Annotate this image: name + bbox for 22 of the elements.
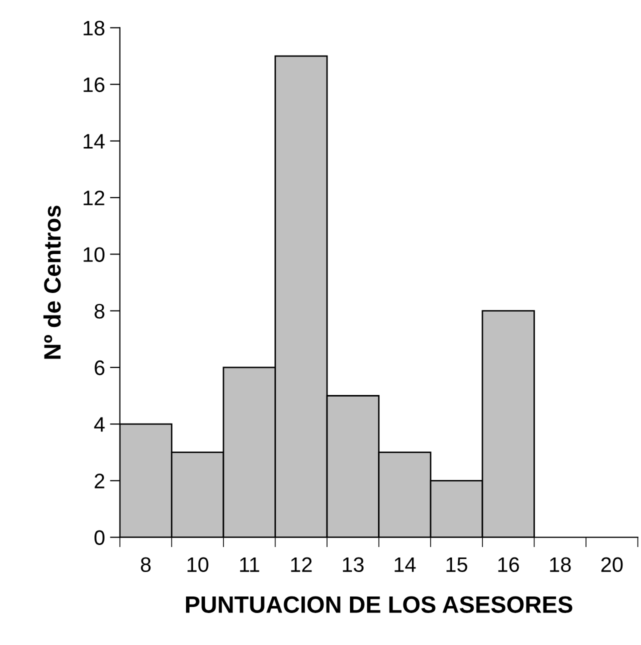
x-tick-label: 10 xyxy=(188,557,208,572)
y-tick-label: 18 xyxy=(84,20,104,36)
y-tick-label: 14 xyxy=(84,134,105,149)
x-tick-label: 20 xyxy=(601,557,623,572)
x-tick-label: 12 xyxy=(291,557,312,572)
x-tick-label: 14 xyxy=(394,557,416,572)
x-tick-label: 15 xyxy=(446,557,468,572)
y-tick-label: 8 xyxy=(94,304,104,319)
y-axis-title: Nº de Centros xyxy=(43,206,61,359)
y-tick-label: 16 xyxy=(84,77,104,92)
y-tick-label: 12 xyxy=(84,190,104,206)
y-tick-label: 0 xyxy=(94,530,104,546)
x-tick-label: 13 xyxy=(342,557,364,572)
x-axis-title: PUNTUACION DE LOS ASESORES xyxy=(186,596,572,613)
y-tick-label: 4 xyxy=(94,417,105,432)
x-tick-label: 8 xyxy=(140,557,151,572)
x-tick-label: 11 xyxy=(240,557,260,572)
x-tick-label: 18 xyxy=(550,557,571,572)
y-tick-label: 2 xyxy=(94,474,104,488)
x-tick-label: 16 xyxy=(498,557,519,572)
y-tick-label: 10 xyxy=(84,247,104,262)
y-tick-label: 6 xyxy=(94,360,104,376)
